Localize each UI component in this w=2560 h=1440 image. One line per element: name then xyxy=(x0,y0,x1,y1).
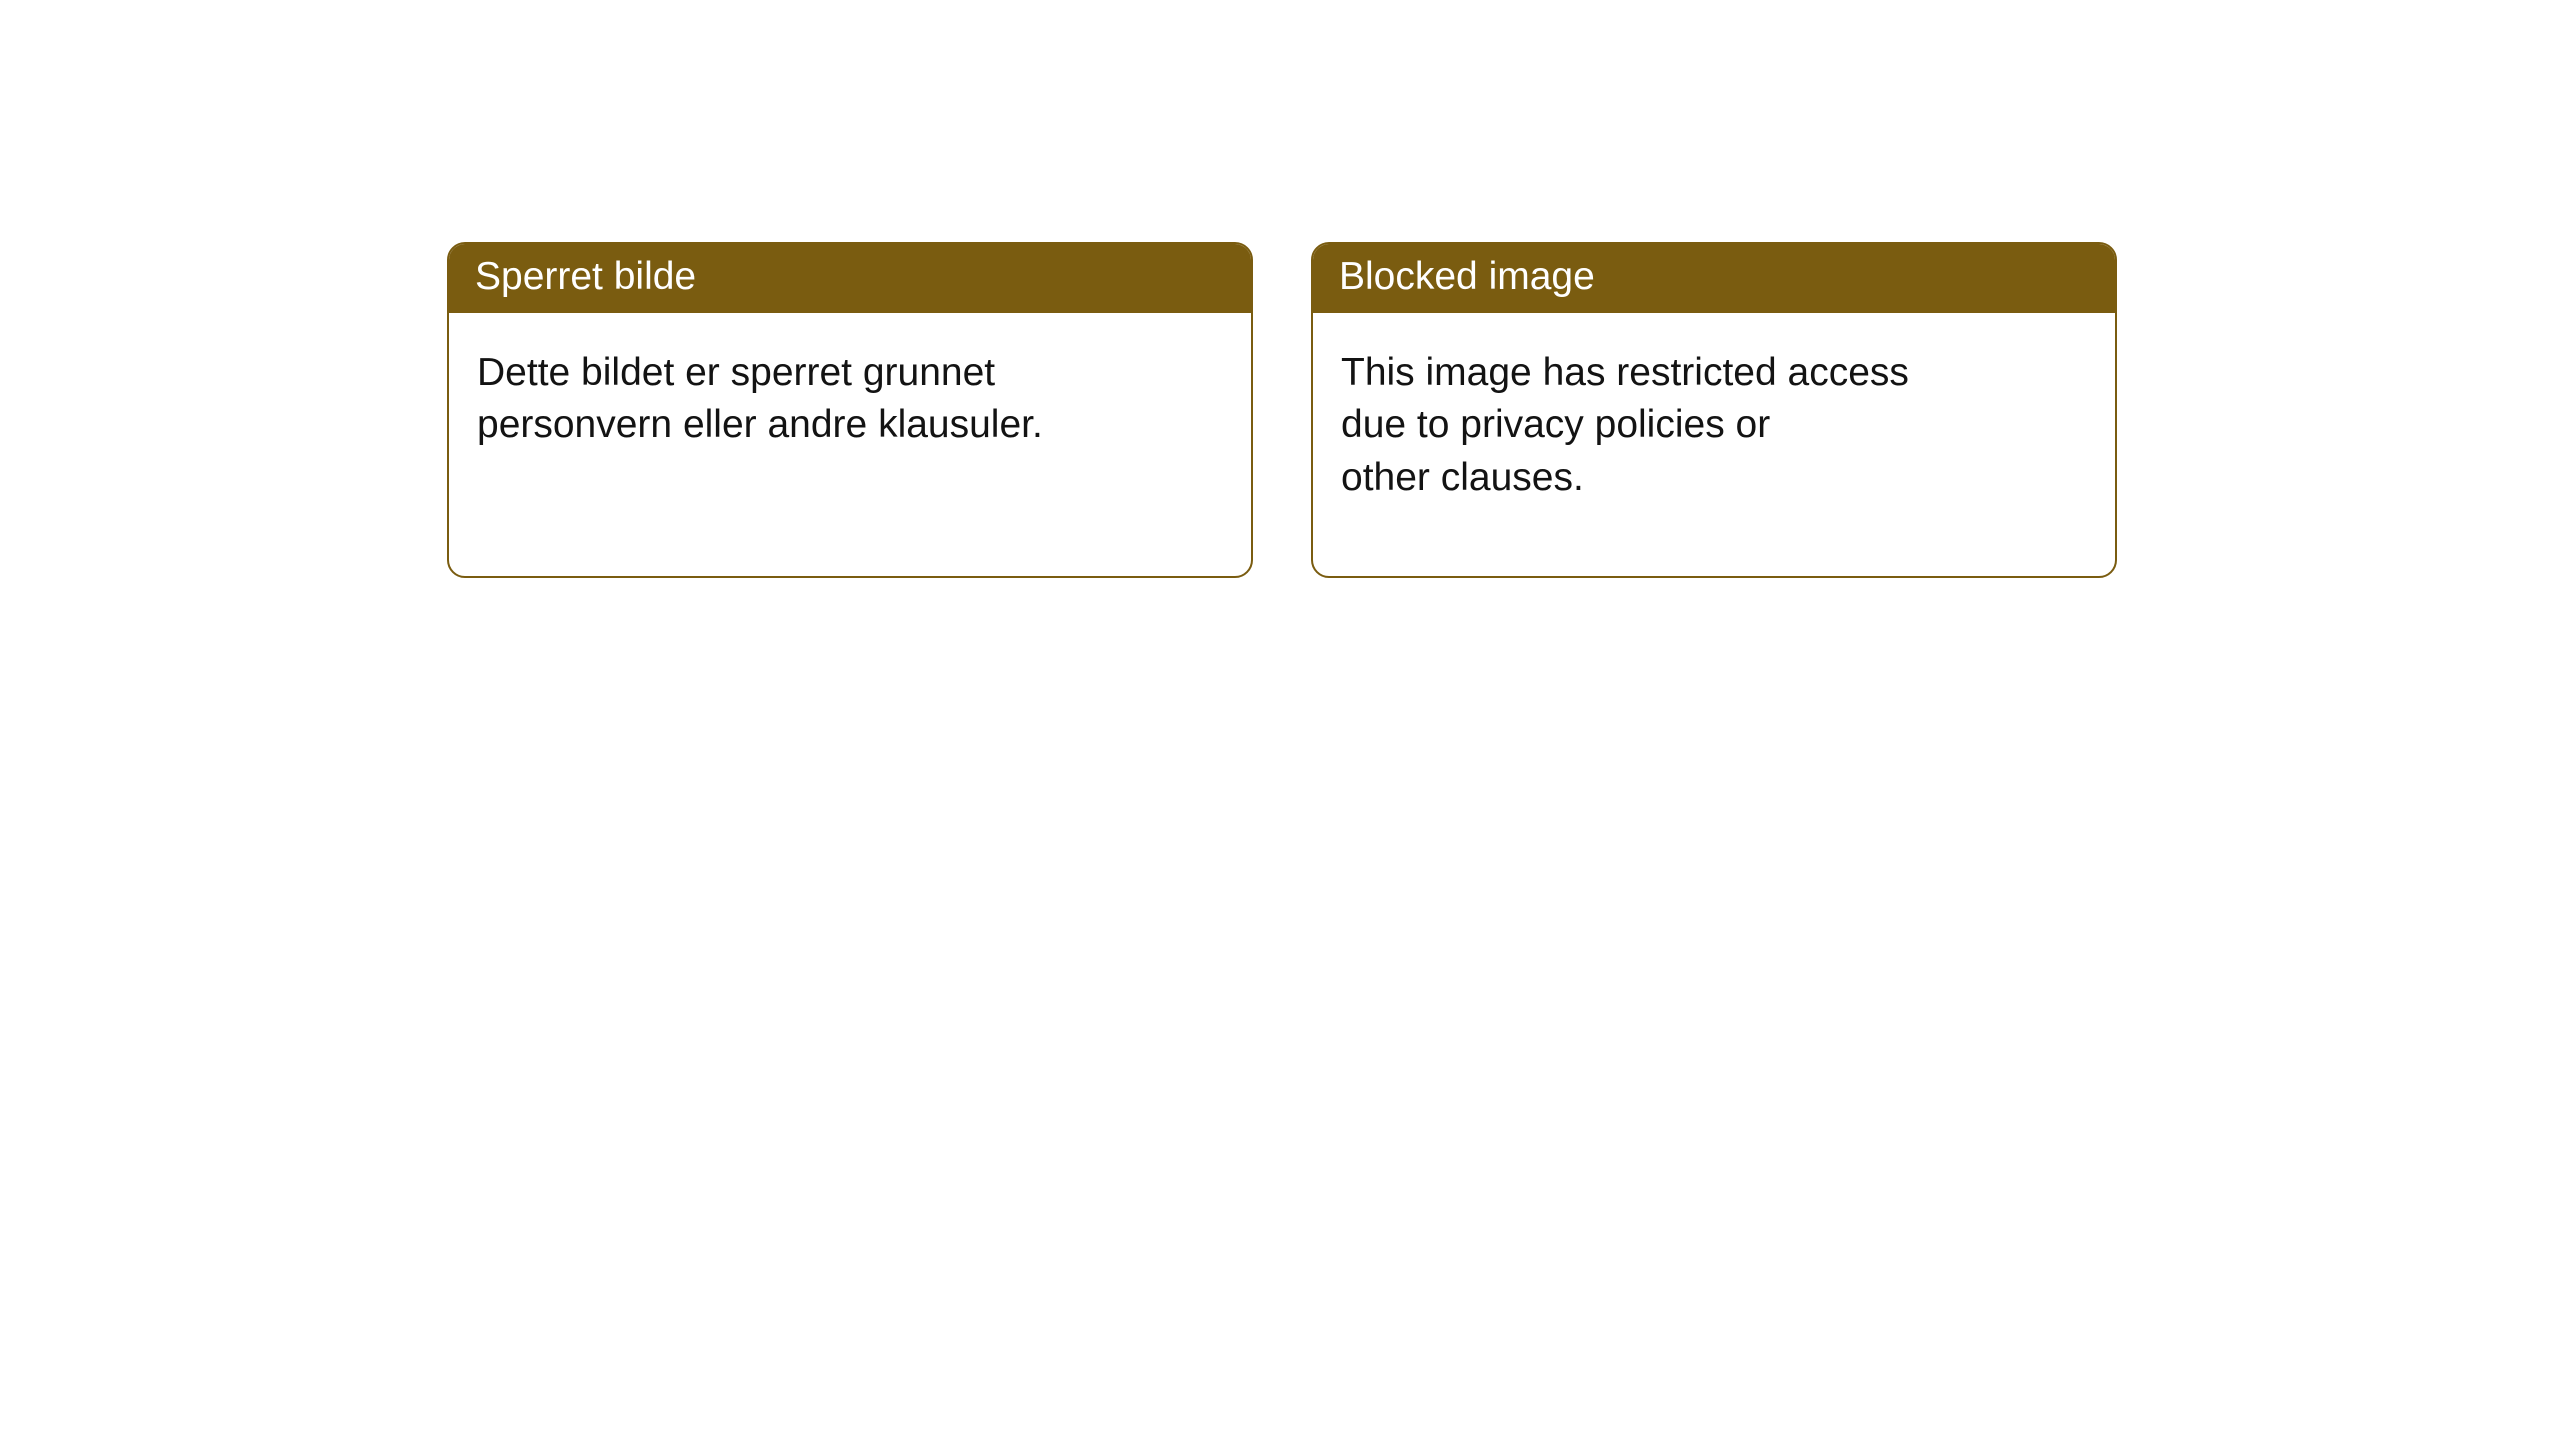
card-body-text: This image has restricted access due to … xyxy=(1313,313,2115,539)
card-body-text: Dette bildet er sperret grunnet personve… xyxy=(449,313,1251,486)
card-title: Blocked image xyxy=(1313,244,2115,313)
notice-cards-container: Sperret bilde Dette bildet er sperret gr… xyxy=(0,0,2560,578)
card-title: Sperret bilde xyxy=(449,244,1251,313)
notice-card-norwegian: Sperret bilde Dette bildet er sperret gr… xyxy=(447,242,1253,578)
notice-card-english: Blocked image This image has restricted … xyxy=(1311,242,2117,578)
